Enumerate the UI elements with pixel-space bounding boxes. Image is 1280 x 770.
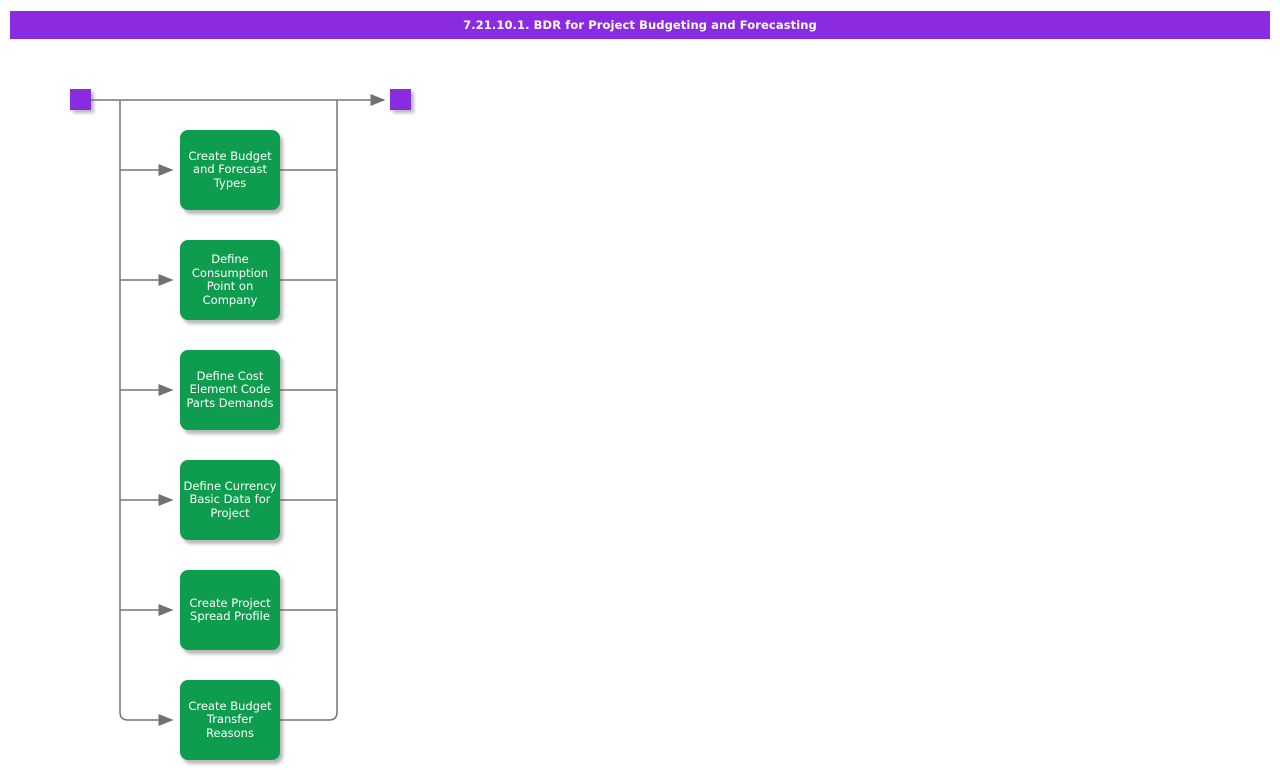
task-label: Define Cost Element Code Parts Demands — [186, 368, 274, 410]
diagram-title: 7.21.10.1. BDR for Project Budgeting and… — [463, 18, 817, 32]
start-node[interactable] — [70, 89, 91, 110]
task-label: Define Currency Basic Data for Project — [183, 478, 277, 520]
task-create-budget-forecast-types[interactable]: Create Budget and Forecast Types — [180, 130, 280, 210]
task-define-consumption-point[interactable]: Define Consumption Point on Company — [180, 240, 280, 320]
task-create-budget-transfer-reasons[interactable]: Create Budget Transfer Reasons — [180, 680, 280, 760]
diagram-title-bar: 7.21.10.1. BDR for Project Budgeting and… — [10, 11, 1270, 39]
task-label: Define Consumption Point on Company — [191, 252, 269, 307]
task-define-currency-basic-data[interactable]: Define Currency Basic Data for Project — [180, 460, 280, 540]
task-define-cost-element-code-parts[interactable]: Define Cost Element Code Parts Demands — [180, 350, 280, 430]
task-label: Create Budget and Forecast Types — [188, 148, 272, 190]
task-label: Create Project Spread Profile — [189, 595, 271, 623]
task-label: Create Budget Transfer Reasons — [188, 698, 272, 740]
connector-left-rail — [119, 100, 174, 726]
connector-right-rail — [280, 100, 338, 721]
task-create-project-spread-profile[interactable]: Create Project Spread Profile — [180, 570, 280, 650]
end-node[interactable] — [390, 89, 411, 110]
